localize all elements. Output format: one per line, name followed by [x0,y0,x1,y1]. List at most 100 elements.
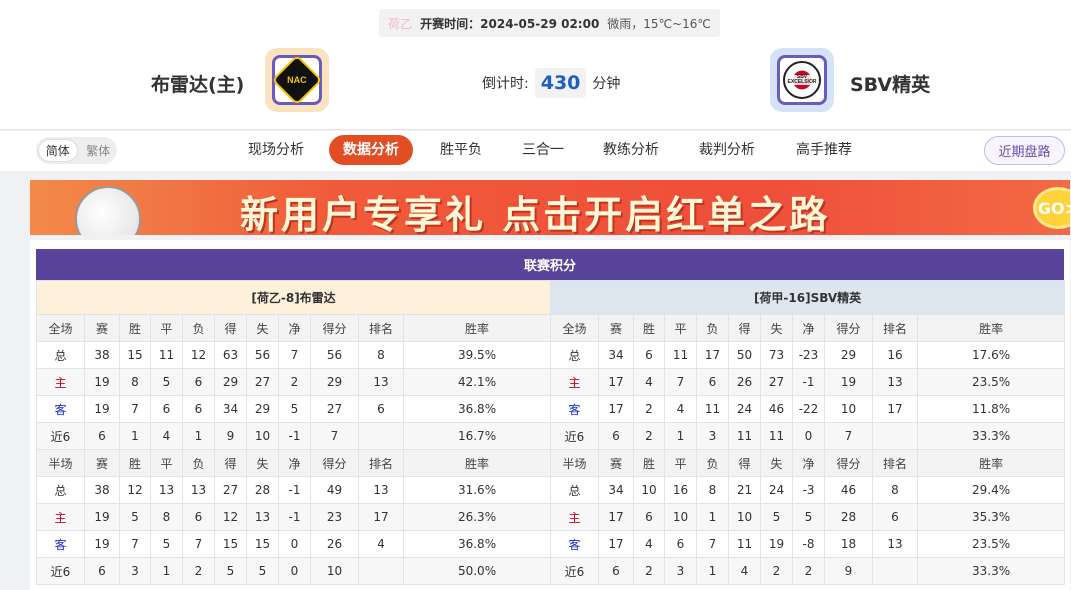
cell: 17.6% [916,341,1066,369]
row-label: 近6 [36,422,85,450]
cell: -1 [278,476,311,504]
cell: 28 [824,503,873,531]
cell: 8 [358,341,404,369]
tab-coach-analysis[interactable]: 教练分析 [603,142,659,158]
column-header: 负 [696,449,729,477]
cell: 2 [633,422,665,450]
cell: 0 [278,530,311,558]
lang-traditional[interactable]: 繁体 [86,144,111,158]
cell: 4 [633,368,665,396]
cell: 5 [278,395,311,423]
cell: 1 [696,557,729,585]
cell: -8 [792,530,825,558]
cell: 6 [182,503,215,531]
cell: 3 [696,422,729,450]
cell: 18 [824,530,873,558]
cell: 34 [598,341,634,369]
cell: 27 [246,368,279,396]
column-header: 胜率 [402,449,552,477]
column-header: 得 [214,314,247,342]
cell: 13 [182,476,215,504]
cell: 26 [728,368,761,396]
league-label[interactable]: 荷乙 [388,16,413,31]
cell: 3 [119,557,151,585]
column-header: 失 [246,314,279,342]
tab-referee-analysis[interactable]: 裁判分析 [699,142,755,158]
cell: 19 [760,530,793,558]
tab-three-in-one[interactable]: 三合一 [522,142,564,158]
language-toggle[interactable]: 简体 繁体 [36,137,117,164]
table-row: 客 19 7 5 7 15 15 0 26 4 36.8% [36,530,552,558]
soccer-ball-icon [75,186,141,235]
cell: 38 [84,341,120,369]
row-label: 客 [550,395,599,423]
column-header: 排名 [358,449,404,477]
cell: 17 [598,503,634,531]
row-label: 近6 [550,422,599,450]
column-header: 赛 [598,314,634,342]
cell: 31.6% [402,476,552,504]
cell: 10 [664,503,697,531]
tab-live-analysis[interactable]: 现场分析 [248,142,304,158]
kickoff-time: 2024-05-29 02:00 [480,16,600,31]
promo-banner[interactable]: 新用户专享礼 点击开启红单之路 GO> [30,180,1070,235]
cell: 23.5% [916,530,1066,558]
tab-data-analysis[interactable]: 数据分析 [329,135,413,165]
row-label: 总 [550,341,599,369]
away-team-logo[interactable]: SBV EXCELSIOR [770,48,834,112]
cell: -3 [792,476,825,504]
tab-win-draw-loss[interactable]: 胜平负 [440,142,482,158]
go-button[interactable]: GO> [1033,187,1070,229]
section-label: 半场 [550,449,599,477]
cell: 12 [182,341,215,369]
home-team-logo[interactable]: NAC [265,48,329,112]
table-row: 客 17 2 4 11 24 46 -22 10 17 11.8% [550,395,1066,423]
home-team-name[interactable]: 布雷达(主) [151,74,245,96]
column-header: 失 [760,314,793,342]
cell: 6 [182,395,215,423]
row-label: 近6 [550,557,599,585]
cell: 6 [872,503,918,531]
column-header: 净 [792,449,825,477]
column-header: 胜 [119,314,151,342]
cell: 1 [119,422,151,450]
cell: 56 [310,341,359,369]
column-header: 排名 [358,314,404,342]
lang-simplified[interactable]: 简体 [38,139,78,162]
cell: 19 [824,368,873,396]
away-team-name[interactable]: SBV精英 [850,74,931,96]
cell: 4 [664,395,697,423]
cell: 15 [214,530,247,558]
column-header: 负 [696,314,729,342]
row-label: 主 [36,368,85,396]
cell: 8 [150,503,183,531]
cell: 16 [664,476,697,504]
recent-handicap-button[interactable]: 近期盘路 [984,136,1065,165]
cell: 7 [824,422,873,450]
column-header: 排名 [872,449,918,477]
row-label: 客 [36,530,85,558]
tab-expert-picks[interactable]: 高手推荐 [796,142,852,158]
table-row: 主 17 6 10 1 10 5 5 28 6 35.3% [550,503,1066,531]
cell: 38 [84,476,120,504]
column-header: 净 [278,449,311,477]
cell: 19 [84,368,120,396]
cell [358,422,404,450]
cell: 6 [84,422,120,450]
cell: 1 [182,422,215,450]
cell: 11 [696,395,729,423]
cell: 29.4% [916,476,1066,504]
match-info: 荷乙 开赛时间：2024-05-29 02:00 微雨，15℃~16℃ [379,9,720,37]
nac-crest-icon: NAC [271,54,323,106]
table-row: 客 19 7 6 6 34 29 5 27 6 36.8% [36,395,552,423]
cell: 33.3% [916,557,1066,585]
cell: 13 [246,503,279,531]
cell: 2 [278,368,311,396]
column-header: 平 [150,314,183,342]
column-header: 得分 [824,449,873,477]
cell: 34 [598,476,634,504]
home-standings-table: [荷乙-8]布雷达 全场赛胜平负得失净得分 排名 胜率总 38 15 11 12 63 56 7 56… [35,280,552,585]
cell: 10 [824,395,873,423]
kickoff-label: 开赛时间： [420,16,481,31]
cell: 17 [598,530,634,558]
